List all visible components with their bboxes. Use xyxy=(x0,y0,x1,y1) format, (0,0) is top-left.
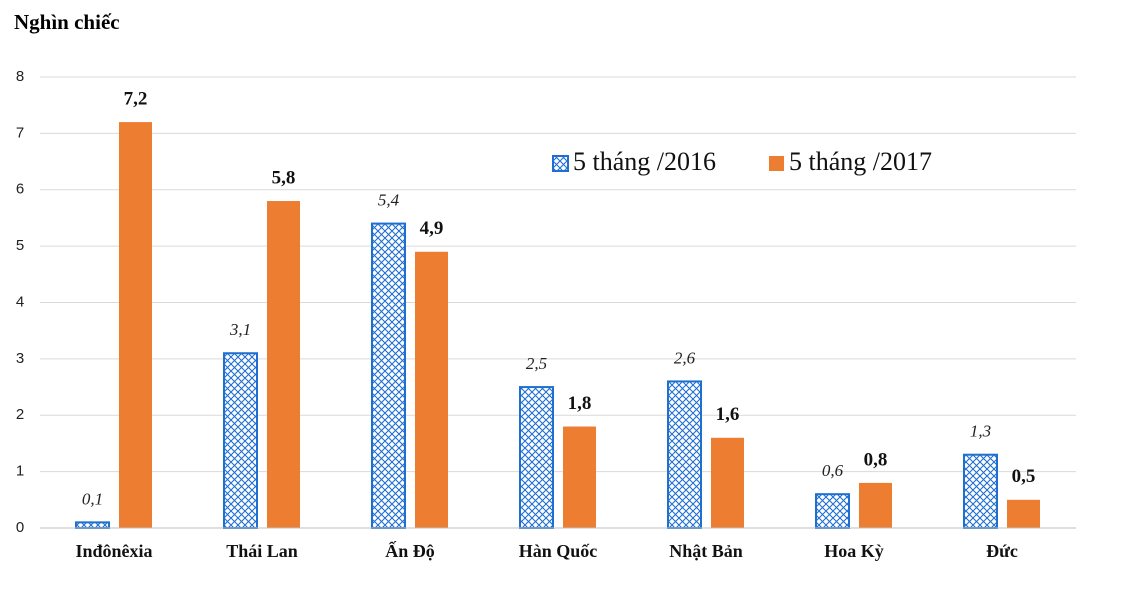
bar xyxy=(119,122,152,528)
data-label: 1,6 xyxy=(716,404,740,425)
bar xyxy=(859,482,892,528)
bar xyxy=(815,493,850,529)
bar xyxy=(75,521,110,529)
x-tick-label: Đức xyxy=(986,541,1018,561)
bar xyxy=(371,222,406,529)
data-label: 0,1 xyxy=(82,489,103,508)
data-label: 5,8 xyxy=(272,167,296,188)
bar xyxy=(1007,499,1040,528)
y-tick-label: 4 xyxy=(16,293,24,310)
data-label: 0,5 xyxy=(1012,466,1036,487)
legend-swatch xyxy=(552,155,569,172)
data-label: 3,1 xyxy=(229,320,251,339)
data-label: 0,6 xyxy=(822,461,844,480)
x-tick-label: Thái Lan xyxy=(226,541,298,561)
x-tick-label: Hoa Kỳ xyxy=(824,541,884,561)
data-label: 2,5 xyxy=(526,354,547,373)
data-label: 1,3 xyxy=(970,422,991,441)
y-tick-label: 3 xyxy=(16,350,24,367)
bar xyxy=(415,251,448,528)
y-tick-label: 2 xyxy=(16,406,24,423)
y-tick-label: 0 xyxy=(16,519,24,536)
bar xyxy=(519,386,554,529)
x-tick-label: Nhật Bản xyxy=(669,541,743,561)
bar xyxy=(267,201,300,528)
bar xyxy=(223,352,258,529)
data-label: 4,9 xyxy=(420,218,444,239)
legend-label: 5 tháng /2017 xyxy=(789,147,932,176)
data-label: 1,8 xyxy=(568,393,592,414)
legend-label: 5 tháng /2016 xyxy=(573,147,716,176)
y-tick-label: 6 xyxy=(16,181,24,198)
x-tick-label: Inđônêxia xyxy=(75,541,152,561)
bar xyxy=(711,437,744,528)
y-tick-label: 1 xyxy=(16,463,24,480)
y-tick-label: 7 xyxy=(16,124,24,141)
bar xyxy=(667,380,702,529)
legend-swatch xyxy=(769,156,784,171)
y-axis-label: Nghìn chiếc xyxy=(14,10,120,34)
y-tick-label: 5 xyxy=(16,237,24,254)
y-tick-label: 8 xyxy=(16,68,24,85)
data-label: 7,2 xyxy=(124,88,148,109)
data-label: 2,6 xyxy=(674,348,696,367)
bar xyxy=(963,453,998,529)
data-label: 0,8 xyxy=(864,449,888,470)
bar xyxy=(563,426,596,528)
x-tick-label: Hàn Quốc xyxy=(519,541,598,561)
x-tick-label: Ấn Độ xyxy=(385,540,435,561)
data-label: 5,4 xyxy=(378,190,400,209)
